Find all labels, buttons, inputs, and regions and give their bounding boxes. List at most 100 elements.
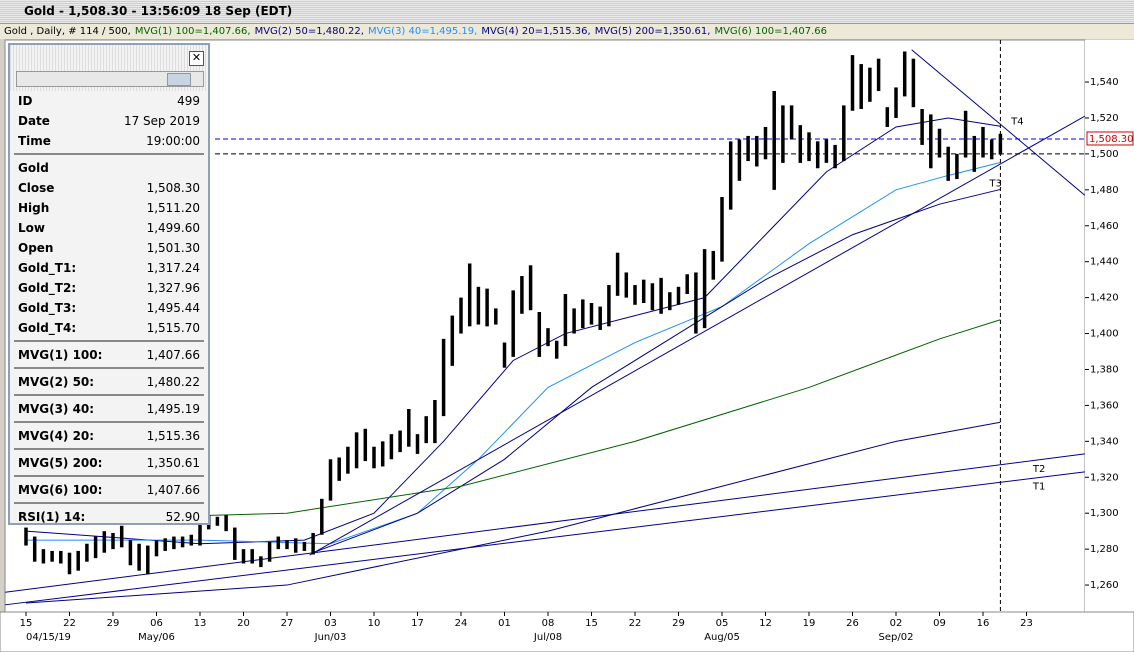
- row-value: 1,495.19: [146, 402, 200, 416]
- row-value: 1,501.30: [146, 241, 200, 255]
- data-row: MVG(2) 50: 1,480.22: [10, 372, 208, 392]
- row-label: MVG(3) 40:: [18, 402, 95, 416]
- separator: [14, 421, 204, 423]
- close-button[interactable]: ✕: [189, 51, 204, 66]
- price-tag: [1086, 131, 1134, 146]
- row-label: MVG(4) 20:: [18, 429, 95, 443]
- separator: [14, 340, 204, 342]
- trend-label: T2: [1032, 464, 1045, 475]
- data-row: Gold_T4: 1,515.70: [10, 318, 208, 338]
- row-value: 17 Sep 2019: [123, 114, 200, 128]
- x-tick-label: 22: [63, 618, 76, 629]
- x-tick-label: 27: [281, 618, 294, 629]
- panel-rows: ID 499 Date 17 Sep 2019 Time 19:00:00 Gold Clos…: [10, 91, 208, 527]
- x-tick-label: 05: [716, 618, 729, 629]
- x-tick-label: 17: [411, 618, 424, 629]
- data-row: Gold_T2: 1,327.96: [10, 278, 208, 298]
- x-tick-label: 15: [585, 618, 598, 629]
- x-tick-label: 01: [498, 618, 511, 629]
- separator: [14, 367, 204, 369]
- row-label: Gold_T1:: [18, 261, 77, 275]
- y-tick-label: 1,440: [1090, 257, 1119, 268]
- legend-item: MVG(2) 50=1,480.22,: [254, 26, 364, 37]
- x-tick-label: 08: [542, 618, 555, 629]
- x-group-label: Sep/02: [879, 632, 914, 643]
- row-value: 1,515.70: [146, 321, 200, 335]
- data-row: MVG(5) 200: 1,350.61: [10, 453, 208, 473]
- row-label: Gold_T3:: [18, 301, 77, 315]
- row-value: 1,511.20: [146, 201, 200, 215]
- data-row: MVG(1) 100: 1,407.66: [10, 345, 208, 365]
- plot-layer: [5, 40, 1085, 612]
- legend-item: MVG(3) 40=1,495.19,: [367, 26, 478, 37]
- row-label: RSI(1) 14:: [18, 510, 86, 524]
- legend-item: MVG(4) 20=1,515.36,: [481, 26, 591, 37]
- row-label: MVG(2) 50:: [18, 375, 95, 389]
- row-label: ID: [18, 94, 33, 108]
- row-value: 1,515.36: [146, 429, 200, 443]
- y-tick-label: 1,400: [1090, 329, 1119, 340]
- legend-item: MVG(6) 100=1,407.66: [714, 26, 828, 37]
- row-value: 1,407.66: [146, 483, 200, 497]
- data-row: MVG(4) 20: 1,515.36: [10, 426, 208, 446]
- trend-label: T3: [988, 178, 1001, 189]
- row-value: 1,350.61: [146, 456, 200, 470]
- data-row: Gold_T3: 1,495.44: [10, 298, 208, 318]
- window-title: Gold - 1,508.30 - 13:56:09 18 Sep (EDT): [24, 4, 293, 18]
- row-label: MVG(5) 200:: [18, 456, 103, 470]
- x-tick-label: 13: [194, 618, 207, 629]
- scroll-thumb[interactable]: [167, 73, 191, 86]
- legend-item: Gold , Daily, # 114 / 500,: [4, 26, 131, 37]
- row-label: Low: [18, 221, 45, 235]
- data-row: Gold_T1: 1,317.24: [10, 258, 208, 278]
- x-tick-label: 29: [672, 618, 685, 629]
- row-label: Time: [18, 134, 51, 148]
- row-label: MVG(6) 100:: [18, 483, 103, 497]
- y-tick-label: 1,320: [1090, 472, 1119, 483]
- data-window: ✕ ID 499 Date 17 Sep 2019 Time 19:00:00 Gold Cl…: [8, 43, 210, 525]
- legend-item: MVG(1) 100=1,407.66,: [134, 26, 251, 37]
- x-group-label: Jul/08: [533, 632, 562, 643]
- x-tick-label: 22: [629, 618, 642, 629]
- y-tick-label: 1,380: [1090, 364, 1119, 375]
- trend-line: [911, 49, 1085, 196]
- y-tick-label: 1,340: [1090, 436, 1119, 447]
- data-row: ID 499: [10, 91, 208, 111]
- row-label: Close: [18, 181, 55, 195]
- row-value: 52.90: [165, 510, 200, 524]
- x-axis-area: [0, 611, 1134, 652]
- x-tick-label: 06: [150, 618, 163, 629]
- trend-line: [5, 471, 1085, 606]
- y-tick-label: 1,360: [1090, 400, 1119, 411]
- panel-header: ✕: [10, 45, 208, 91]
- x-tick-label: 19: [803, 618, 816, 629]
- row-value: 1,407.66: [146, 348, 200, 362]
- x-group-label: Jun/03: [314, 632, 347, 643]
- title-bar: Gold - 1,508.30 - 13:56:09 18 Sep (EDT): [0, 0, 1134, 24]
- x-tick-label: 20: [237, 618, 250, 629]
- x-tick-label: 23: [1020, 618, 1033, 629]
- x-tick-label: 29: [107, 618, 120, 629]
- y-tick-label: 1,280: [1090, 544, 1119, 555]
- row-label: Date: [18, 114, 50, 128]
- row-value: 1,499.60: [146, 221, 200, 235]
- scrollbar[interactable]: [16, 71, 204, 87]
- data-row: Low 1,499.60: [10, 218, 208, 238]
- separator: [14, 394, 204, 396]
- trend-line: [309, 115, 1085, 556]
- separator: [14, 502, 204, 504]
- x-group-label: 04/15/19: [26, 632, 71, 643]
- trend-label: T4: [1010, 117, 1023, 128]
- separator: [14, 153, 204, 155]
- trend-label: T1: [1032, 482, 1045, 493]
- x-tick-label: 26: [846, 618, 859, 629]
- data-row: MVG(3) 40: 1,495.19: [10, 399, 208, 419]
- row-value: 1,495.44: [146, 301, 200, 315]
- y-axis-area: [1085, 40, 1134, 612]
- price-tag-label: 1,508.30: [1089, 134, 1134, 145]
- data-row: High 1,511.20: [10, 198, 208, 218]
- x-tick-label: 03: [324, 618, 337, 629]
- row-value: 19:00:00: [146, 134, 200, 148]
- row-value: 1,508.30: [146, 181, 200, 195]
